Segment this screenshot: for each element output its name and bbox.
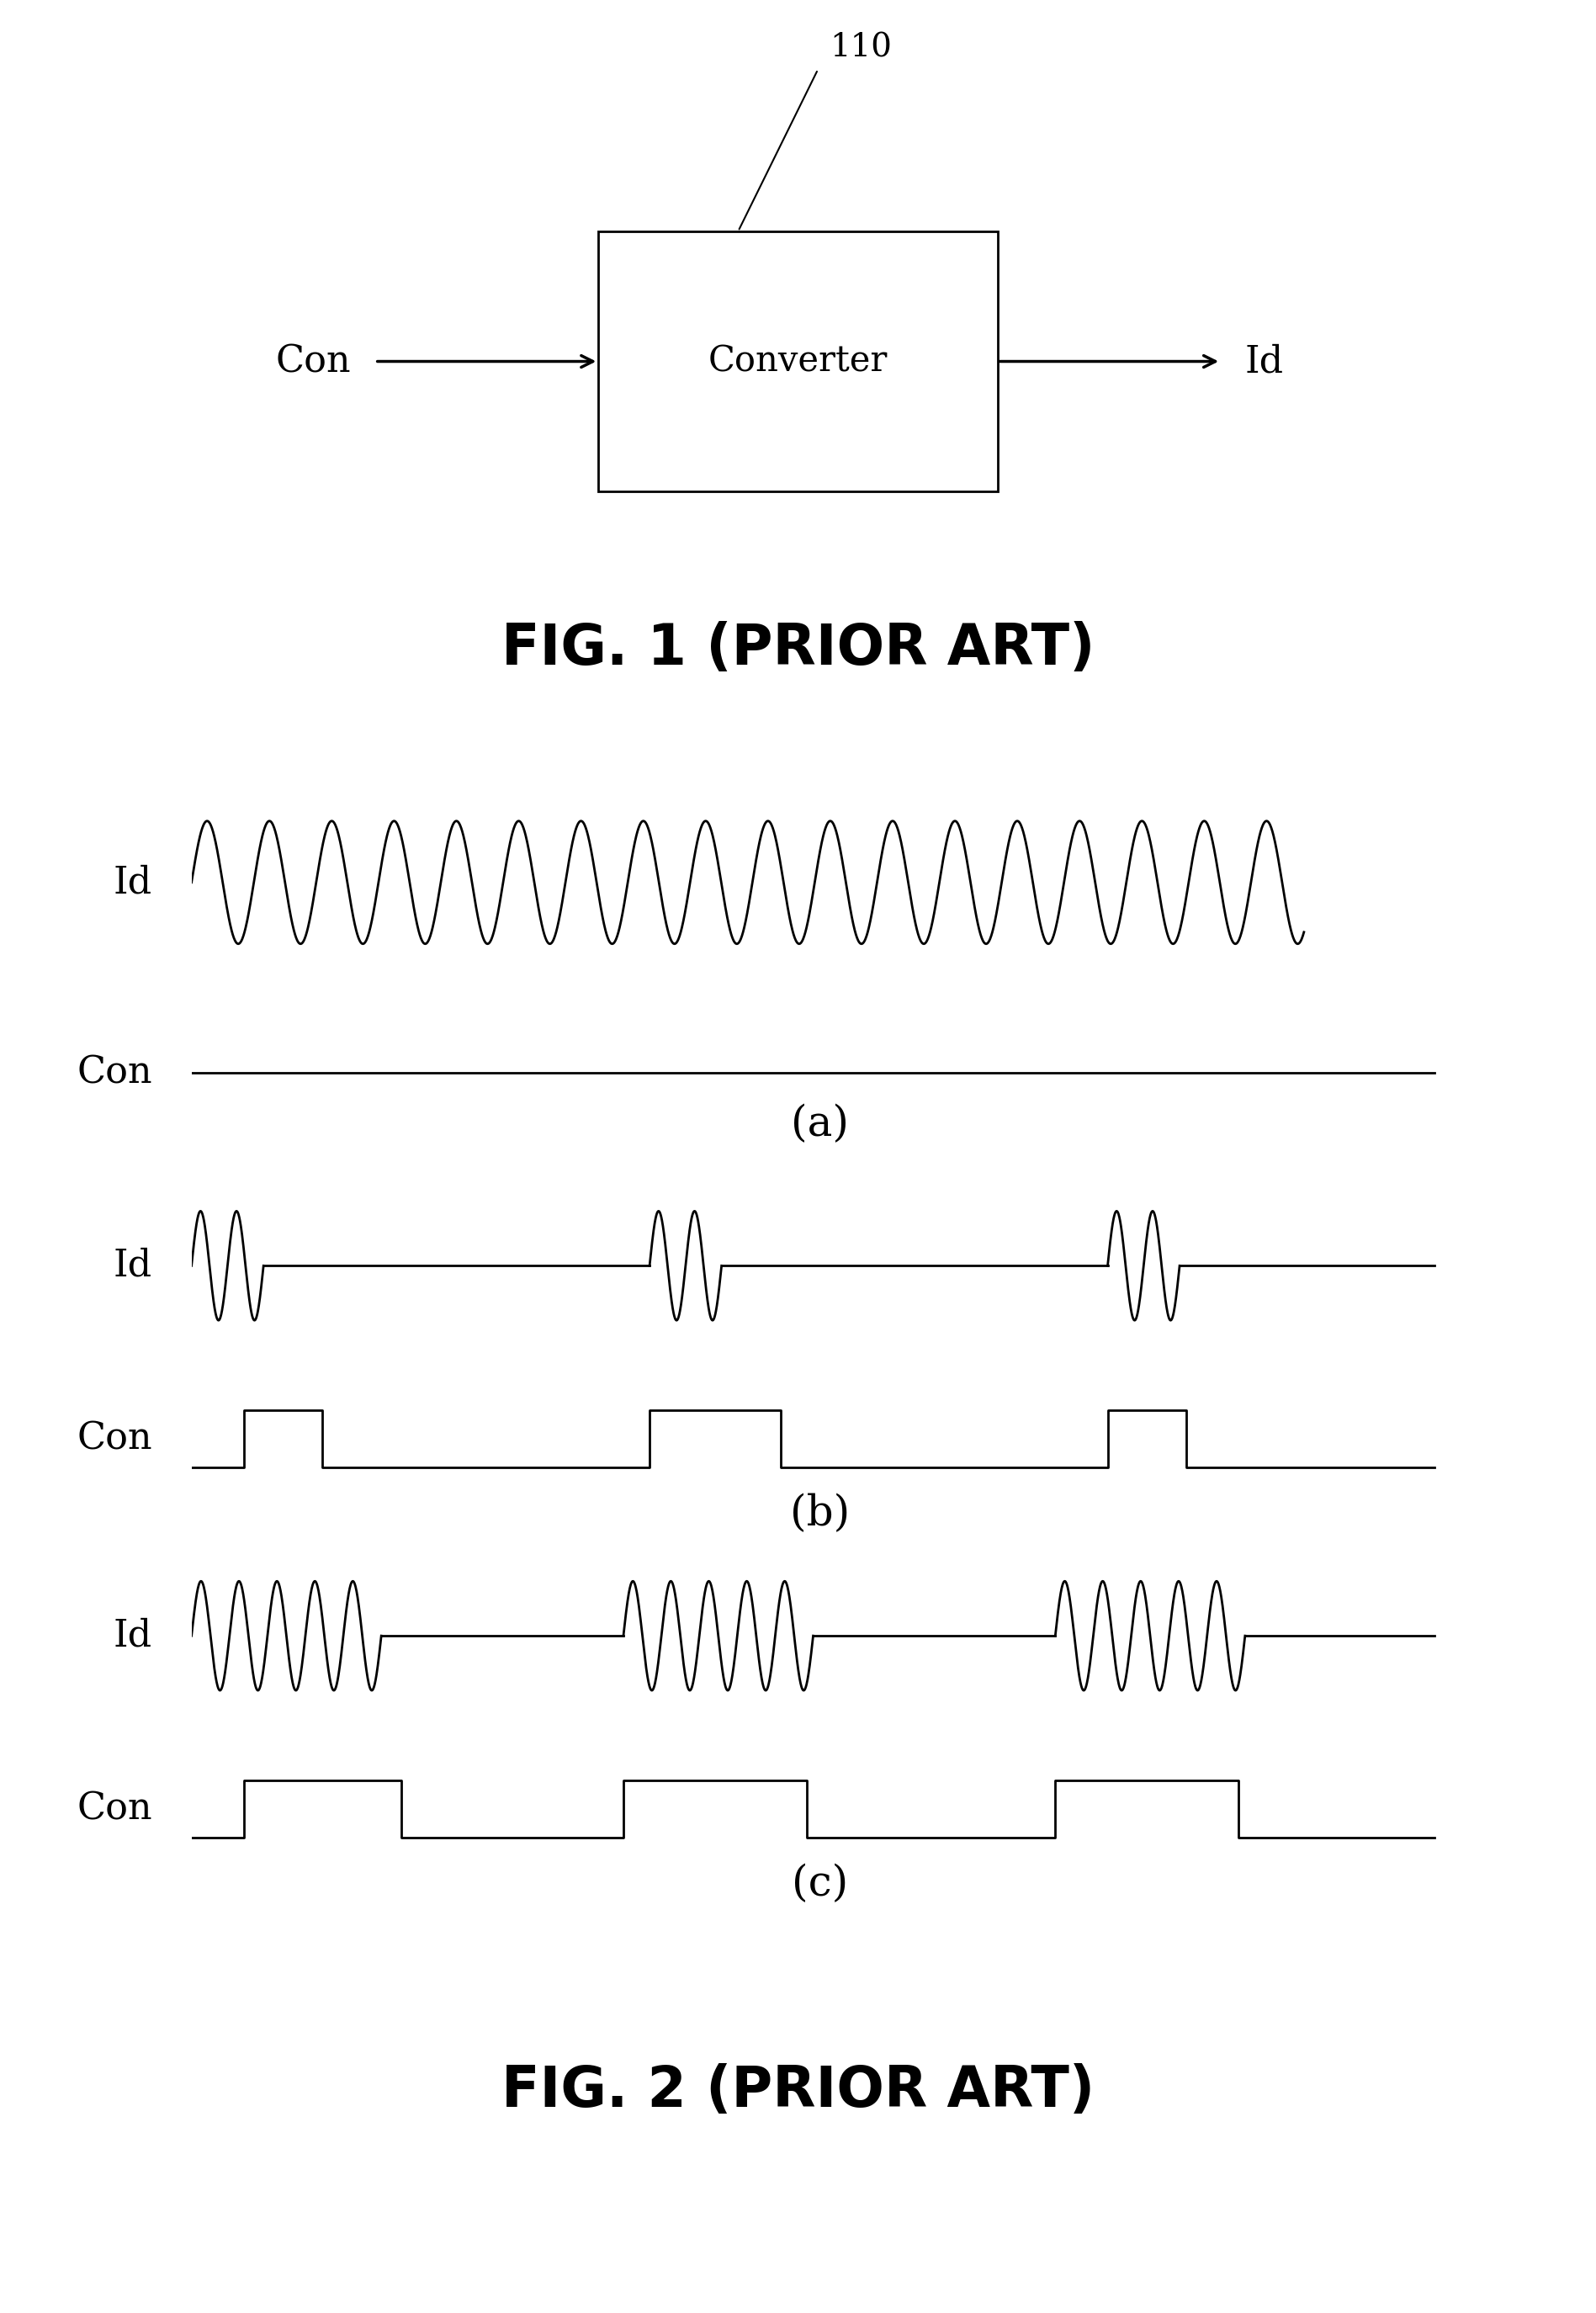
Text: Con: Con	[77, 1790, 152, 1827]
Text: FIG. 1 (PRIOR ART): FIG. 1 (PRIOR ART)	[501, 620, 1095, 675]
Text: 110: 110	[830, 32, 892, 62]
Text: Con: Con	[276, 342, 351, 379]
Text: (b): (b)	[790, 1494, 849, 1536]
Text: Con: Con	[77, 1420, 152, 1457]
Text: Id: Id	[113, 1617, 152, 1654]
Text: Id: Id	[113, 865, 152, 900]
Text: FIG. 2 (PRIOR ART): FIG. 2 (PRIOR ART)	[501, 2063, 1095, 2119]
Text: (a): (a)	[790, 1103, 849, 1145]
Text: (c): (c)	[792, 1864, 847, 1906]
Text: Con: Con	[77, 1055, 152, 1092]
Text: Id: Id	[1245, 342, 1283, 379]
Text: Converter: Converter	[709, 345, 887, 379]
Text: Id: Id	[113, 1247, 152, 1284]
Bar	[598, 231, 998, 490]
